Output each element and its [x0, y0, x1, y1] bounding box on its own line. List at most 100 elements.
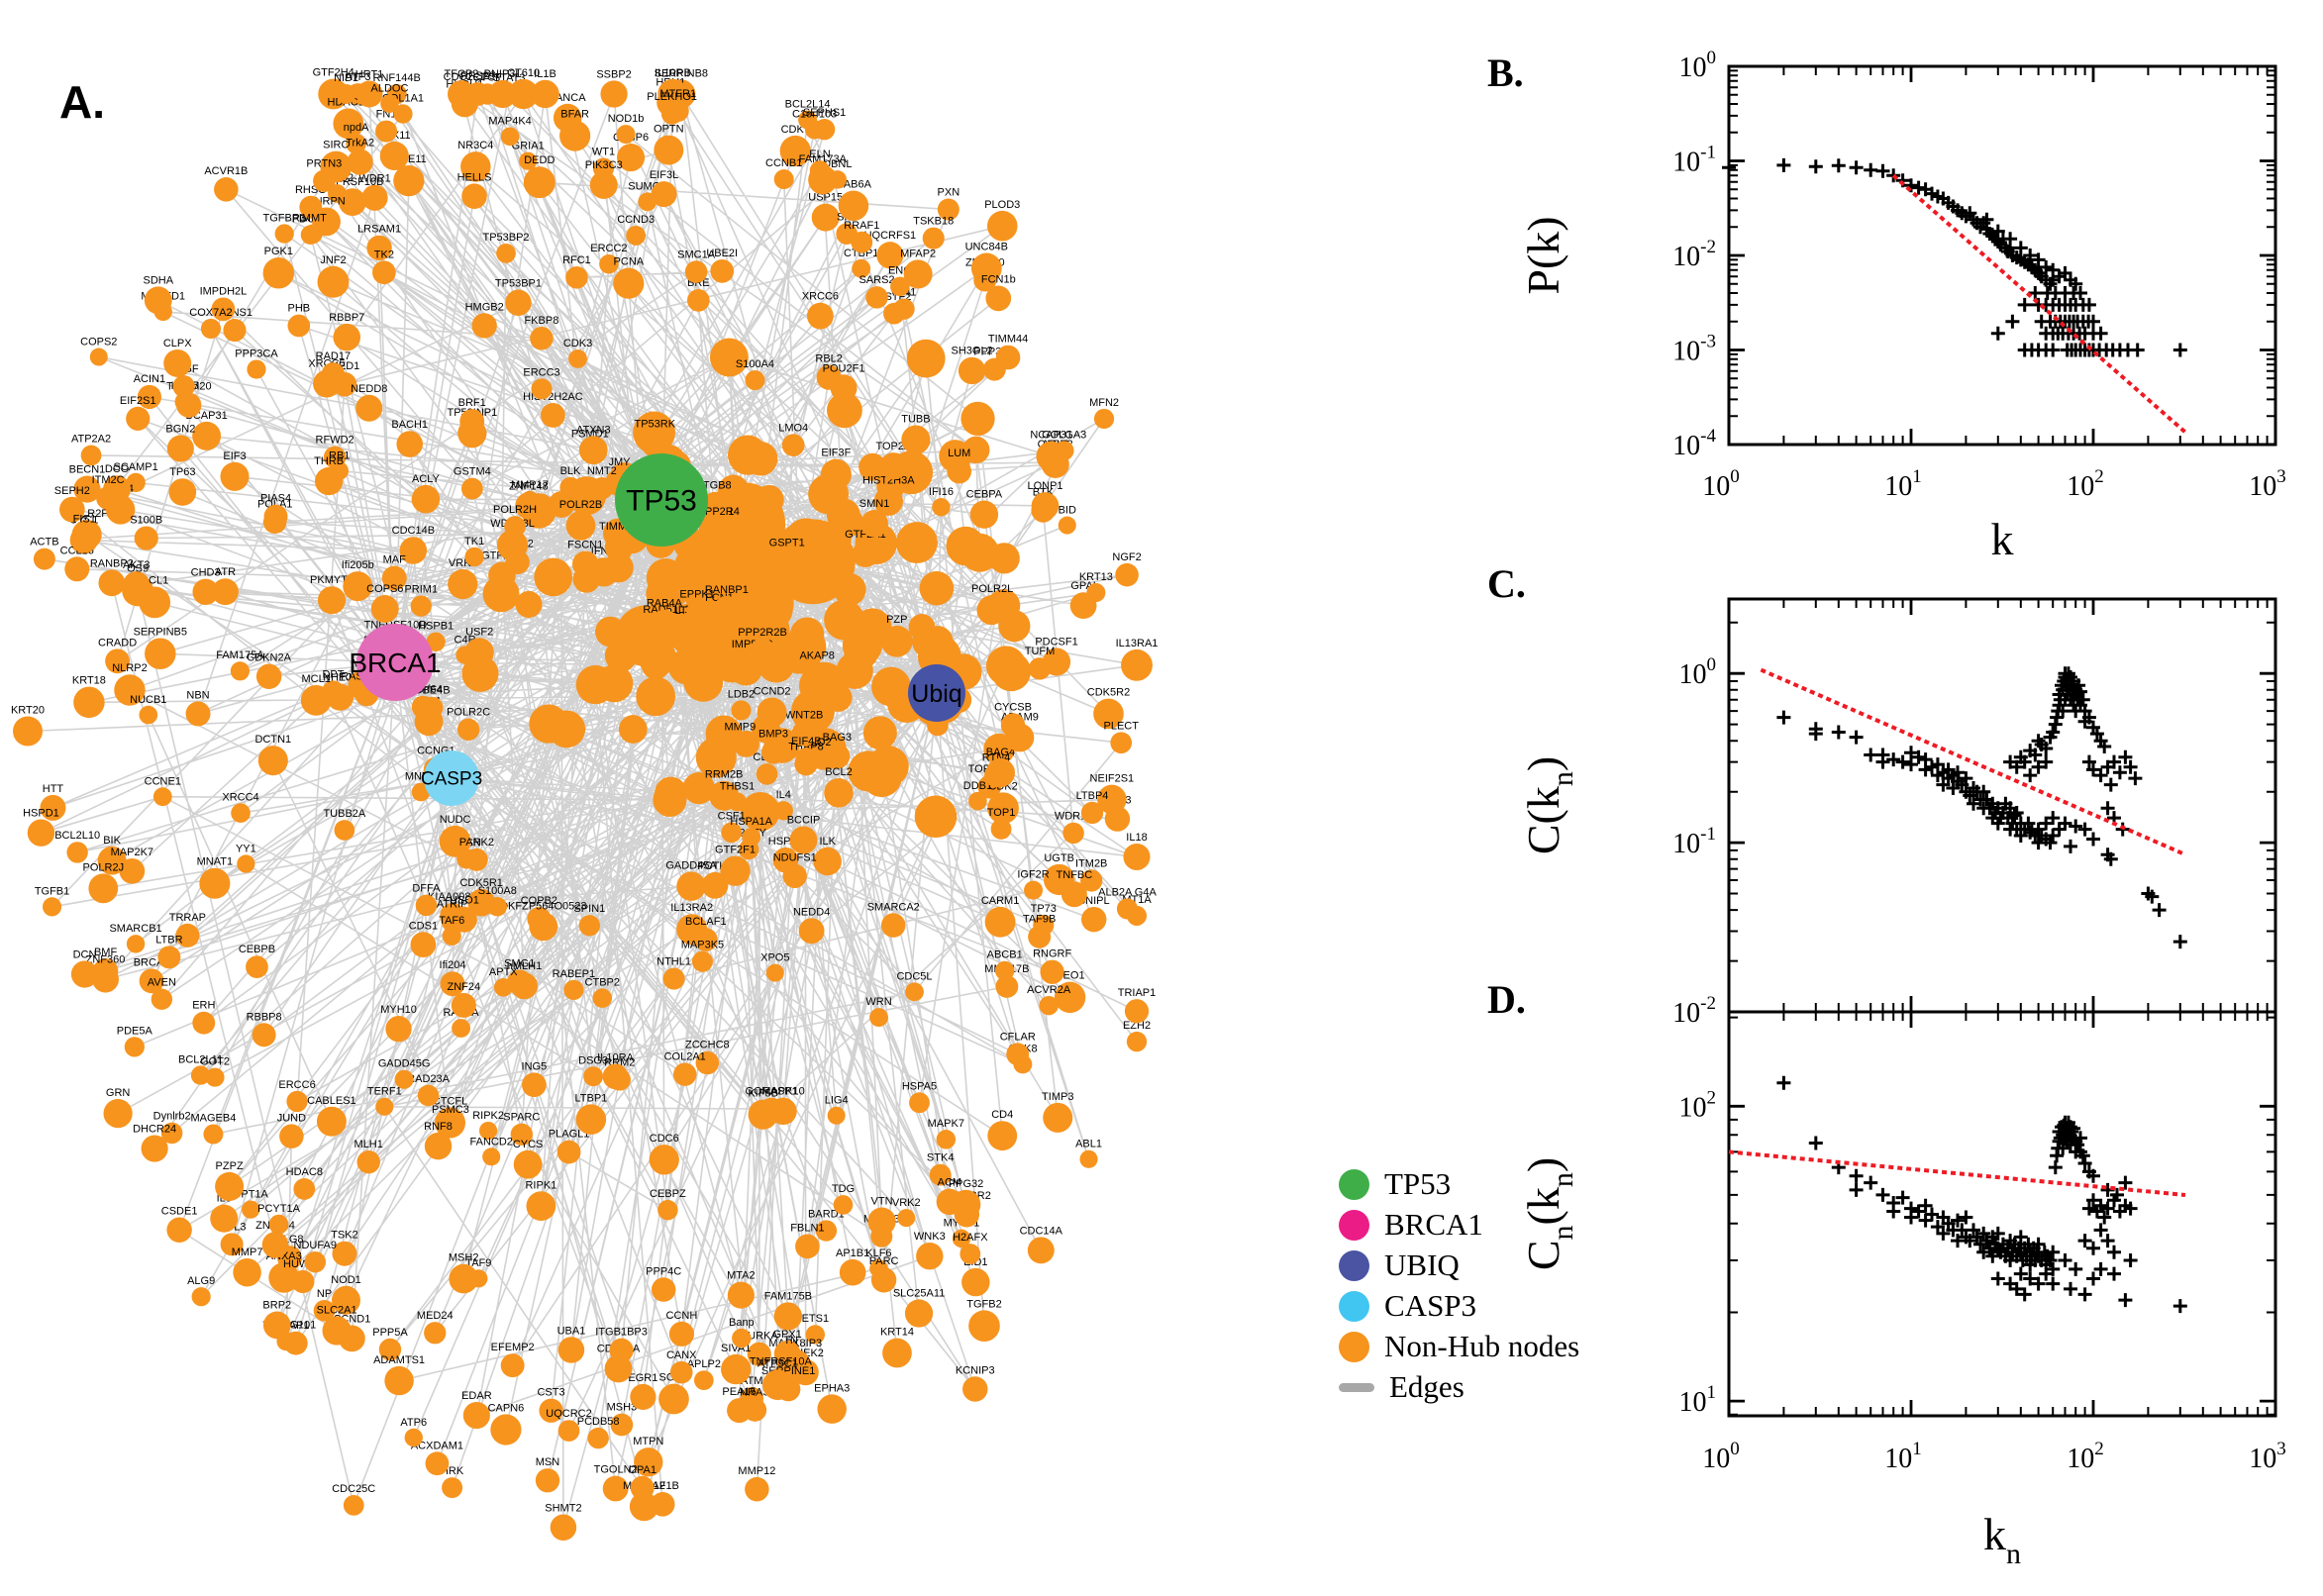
network-node	[1079, 1149, 1098, 1168]
network-node	[1062, 822, 1084, 845]
network-node	[482, 1147, 501, 1166]
network-node	[347, 149, 373, 175]
network-node	[287, 314, 311, 338]
network-node-label: THBS1	[720, 780, 755, 792]
network-node-label: SSBP2	[596, 68, 631, 80]
network-node-label: DFFA	[412, 883, 441, 895]
network-node-label: ZCCHC8	[685, 1040, 730, 1051]
network-node	[496, 244, 516, 263]
network-node	[139, 968, 164, 994]
network-node-label: C1orf103	[792, 108, 837, 120]
network-node-label: MAP4K4	[488, 116, 531, 128]
network-node	[604, 533, 634, 562]
network-node	[134, 526, 158, 550]
network-node-label: CEBPA	[966, 488, 1003, 500]
network-node	[190, 1065, 211, 1085]
network-node	[27, 819, 55, 847]
network-node-label: SEPHS1	[803, 107, 846, 119]
network-node-label: FBLN1	[790, 1223, 824, 1235]
network-node-label: ATP2A2	[71, 434, 111, 446]
scatter-points-c	[1776, 666, 2187, 949]
network-node	[531, 378, 553, 400]
network-node	[773, 169, 794, 190]
network-node-label: RRAF1	[844, 220, 879, 232]
x-axis-title-d: kn	[1983, 1509, 2021, 1570]
y-axis-title-b: P(k)	[1518, 216, 1568, 294]
network-node	[1080, 869, 1103, 892]
network-node	[795, 748, 818, 769]
edge-swatch-icon	[1339, 1382, 1374, 1392]
network-node-label: MYH10	[380, 1004, 417, 1016]
network-node	[415, 894, 438, 917]
network-node	[302, 224, 323, 245]
network-node-label: GOLGA3	[1042, 429, 1086, 441]
network-node	[662, 967, 685, 990]
network-node-label: IL10RB	[655, 67, 691, 79]
network-node-label: PSMD1	[571, 428, 609, 440]
network-node-label: UQCRFS1	[864, 230, 917, 242]
node-swatch-icon	[1339, 1290, 1369, 1322]
network-node	[595, 664, 634, 703]
network-node-label: SPARC	[503, 1112, 540, 1124]
network-node-label: GTF2F1	[715, 845, 756, 856]
network-node-label: Ifi205b	[342, 559, 374, 571]
network-node-label: EZH2	[1123, 1020, 1151, 1032]
network-node-label: KRT18	[72, 675, 106, 687]
network-node	[982, 594, 1002, 614]
network-node	[731, 700, 752, 721]
network-node	[515, 590, 543, 618]
network-node	[658, 1383, 689, 1415]
network-node	[513, 1149, 543, 1179]
network-node-label: RANBP2	[90, 557, 134, 569]
network-node	[487, 896, 508, 917]
network-node-label: CYCSB	[994, 701, 1032, 713]
network-node-label: USO1	[450, 895, 479, 907]
network-node	[126, 472, 146, 493]
network-node	[200, 318, 222, 340]
network-node	[73, 686, 105, 719]
network-node-label: H2AFX	[953, 1232, 988, 1244]
hub-node-brca1	[356, 624, 434, 701]
network-node	[317, 586, 347, 615]
network-node	[268, 1262, 300, 1293]
network-node-label: HIST2H3A	[862, 475, 915, 487]
network-node-label: DCTN1	[254, 734, 291, 746]
network-node-label: RBBP8	[247, 1011, 282, 1023]
network-node-label: ERCC6	[278, 1079, 315, 1091]
chart-frame-d	[1727, 1010, 2277, 1418]
network-node	[1093, 408, 1115, 430]
network-node	[936, 1188, 963, 1216]
network-node	[862, 716, 897, 750]
x-tick-label-b: 100	[1702, 466, 1740, 502]
network-node-label: LIG4	[825, 1095, 849, 1107]
network-node	[984, 906, 1016, 938]
network-node	[960, 1244, 981, 1264]
network-node-label: XRCC6	[802, 291, 839, 303]
network-node	[995, 345, 1021, 370]
network-node	[410, 595, 432, 617]
network-node-label: RABEP1	[553, 968, 595, 980]
chart-frame-c	[1727, 597, 2277, 1014]
network-node	[393, 104, 413, 124]
network-node-label: CDK5R2	[1087, 687, 1130, 699]
network-node-label: LRSAM1	[357, 224, 401, 236]
network-node-label: IFI16	[929, 486, 954, 498]
network-node-label: KCNIP3	[956, 1364, 995, 1376]
network-node-label: ABL1	[1075, 1139, 1102, 1150]
x-tick-label-b: 102	[2067, 466, 2104, 502]
network-node	[839, 1258, 866, 1286]
network-node	[616, 125, 636, 145]
network-node	[802, 661, 833, 692]
network-node-label: CEBPB	[239, 944, 275, 955]
y-tick-label-c: 10-2	[1672, 993, 1716, 1029]
network-node	[384, 1365, 414, 1396]
network-node	[860, 509, 888, 538]
y-tick-label-b: 10-2	[1672, 237, 1716, 272]
network-node-label: RAB4A	[647, 598, 683, 610]
network-node-label: OPA1	[628, 1464, 656, 1476]
network-node	[592, 988, 613, 1008]
network-node-label: TRRAP	[169, 912, 206, 924]
network-node-label: SLC2A1	[317, 1304, 357, 1316]
network-node	[909, 1092, 930, 1114]
network-node	[410, 932, 437, 957]
